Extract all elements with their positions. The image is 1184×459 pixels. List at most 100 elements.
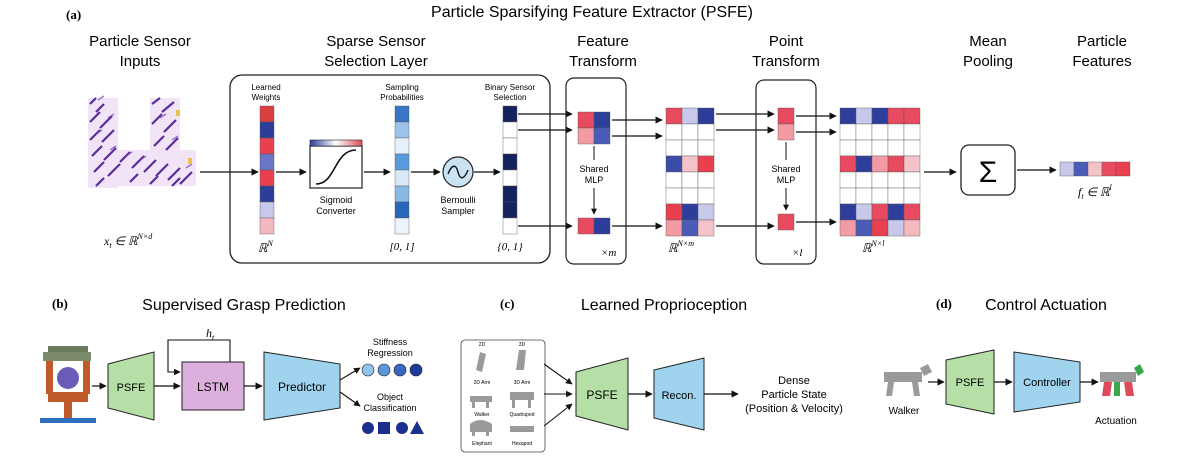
predictor-block — [263, 351, 341, 421]
arrow-to-stiffness — [339, 367, 361, 381]
bernoulli-line1: Bernoulli — [440, 195, 475, 205]
particle-features-line1: Particle — [1077, 33, 1127, 50]
mean-pooling-line2: Pooling — [963, 53, 1013, 70]
panel-c-letter: (c) — [500, 296, 514, 311]
circle-shape-icon — [362, 422, 374, 434]
lstm-label: LSTM — [197, 380, 229, 394]
feature-shared-line2: MLP — [585, 175, 604, 185]
sampling-probabilities-column — [394, 105, 410, 235]
predictor-label: Predictor — [278, 380, 326, 394]
sigmoid-line1: Sigmoid — [320, 195, 353, 205]
lstm-block — [181, 361, 245, 411]
robot-grid-box — [460, 339, 546, 453]
object-line1: Object — [377, 392, 404, 402]
times-l: ×l — [792, 247, 802, 259]
point-input-cells-top — [777, 107, 795, 141]
col-3d-label: 3D — [519, 342, 526, 348]
controller-label: Controller — [1023, 377, 1071, 389]
point-transform-box — [755, 79, 817, 265]
actuation-robot-icon — [1100, 364, 1144, 396]
particle-sensor-image — [88, 95, 196, 188]
psfe-label-d: PSFE — [956, 377, 985, 389]
panel-b-letter: (b) — [52, 296, 68, 311]
hidden-state-label: ht — [206, 326, 215, 342]
controller-block — [1013, 351, 1081, 413]
times-m: ×m — [601, 247, 616, 259]
stiffness-line1: Stiffness — [373, 337, 408, 347]
recon-block — [653, 357, 705, 431]
sampling-probs-line1: Sampling — [385, 83, 418, 92]
particle-features-line2: Features — [1072, 53, 1131, 70]
feature-transform-line2: Transform — [569, 53, 637, 70]
point-transform-line2: Transform — [752, 53, 820, 70]
arrows-grid-to-psfe — [543, 363, 573, 427]
feature-shared-line1: Shared — [579, 164, 608, 174]
nl-matrix — [839, 107, 921, 237]
walker-robot-icon — [884, 364, 932, 396]
binary-selection-line1: Binary Sensor — [485, 83, 536, 92]
feature-input-cells-bottom — [577, 217, 611, 235]
interval-label: [0, 1] — [389, 241, 414, 253]
panel-a-letter: (a) — [66, 7, 81, 22]
stiffness-circles — [361, 363, 423, 377]
sigmoid-line2: Converter — [316, 206, 356, 216]
panel-c: (c) Learned Proprioception 2D 3D 2D Arm … — [460, 296, 843, 453]
panel-d: (d) Control Actuation Walker PSFE Contro… — [884, 296, 1144, 427]
object-line2: Classification — [363, 403, 416, 413]
bernoulli-line2: Sampler — [441, 206, 475, 216]
arm-2d-icon — [476, 352, 486, 372]
walker-icon — [470, 396, 492, 408]
actuation-label: Actuation — [1095, 416, 1137, 427]
panel-b-title: Supervised Grasp Prediction — [142, 297, 346, 314]
particle-features-row — [1059, 161, 1131, 177]
grid-label-walker: Walker — [474, 412, 490, 418]
grid-label-2d-arm: 2D Arm — [474, 380, 491, 386]
rnm-label: ℝN×m — [668, 239, 694, 255]
rnl-label: ℝN×l — [862, 239, 885, 255]
gripper-image — [40, 346, 96, 423]
inputs-label-line2: Inputs — [120, 53, 161, 70]
learned-weights-line1: Learned — [251, 83, 280, 92]
mean-pooling-box — [960, 144, 1016, 196]
arrow-to-classification — [339, 391, 361, 407]
stiffness-line2: Regression — [367, 348, 413, 358]
col-2d-label: 2D — [479, 342, 486, 348]
grid-label-elephant: Elephant — [472, 441, 492, 447]
feature-input-cells-top — [577, 111, 611, 145]
feature-transform-box — [565, 77, 627, 265]
dense-line1: Dense — [778, 375, 810, 387]
recon-label: Recon. — [662, 390, 697, 402]
point-shared-line2: MLP — [777, 175, 796, 185]
lstm-recurrence-loop — [167, 339, 231, 376]
panel-c-title: Learned Proprioception — [581, 297, 747, 314]
point-shared-line1: Shared — [771, 164, 800, 174]
binary-selection-column — [502, 105, 518, 235]
grid-label-3d-arm: 3D Arm — [514, 380, 531, 386]
arm-3d-icon — [516, 350, 526, 370]
dense-line2: Particle State — [761, 389, 826, 401]
learned-weights-line2: Weights — [252, 93, 281, 102]
hexapod-icon — [510, 426, 534, 436]
learned-weights-column — [259, 105, 275, 235]
robot-thumbnails — [470, 350, 534, 436]
panel-d-letter: (d) — [936, 296, 952, 311]
psfe-block-d — [945, 349, 995, 415]
sparse-layer-box — [229, 74, 551, 264]
binary-selection-line2: Selection — [494, 93, 527, 102]
nm-matrix — [665, 107, 715, 237]
mean-pooling-line1: Mean — [969, 33, 1007, 50]
grid-label-hexapod: Hexapod — [512, 441, 532, 447]
input-math: xt ∈ ℝN×d — [103, 232, 153, 250]
set-label: {0, 1} — [497, 241, 523, 253]
triangle-shape-icon — [410, 421, 424, 434]
walker-label: Walker — [889, 406, 920, 417]
sparse-layer-label-line1: Sparse Sensor — [326, 33, 425, 50]
output-math: ft ∈ ℝl — [1078, 183, 1113, 201]
panel-b: (b) Supervised Grasp Prediction PSFE LST… — [40, 296, 424, 434]
sigma-symbol: Σ — [979, 156, 998, 189]
sigmoid-converter — [309, 139, 363, 189]
elephant-icon — [470, 420, 492, 436]
arrows-feature-to-matrix — [612, 116, 663, 230]
sampling-probs-line2: Probabilities — [380, 93, 424, 102]
square-shape-icon — [378, 422, 390, 434]
